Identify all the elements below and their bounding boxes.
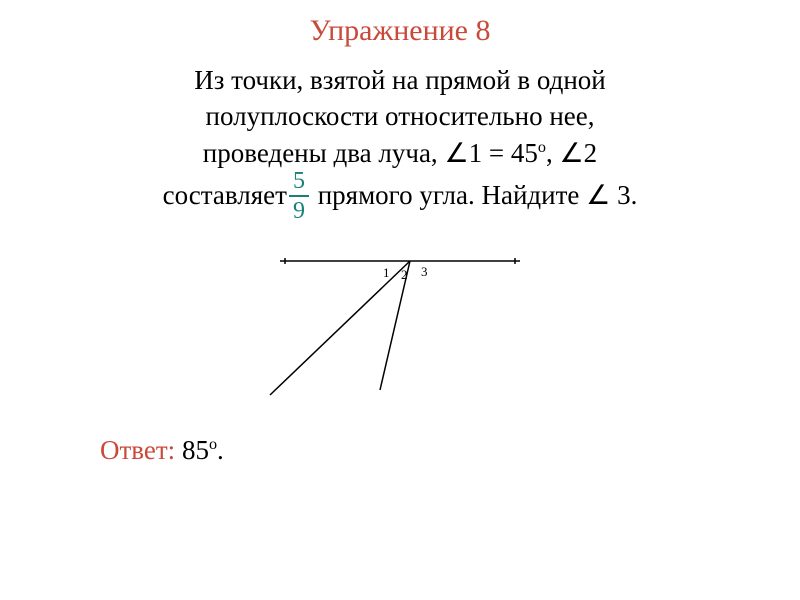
angle1: ∠1 = 45 [444, 138, 537, 168]
problem-line3a: проведены два луча, [203, 138, 445, 168]
slide-container: Упражнение 8 Из точки, взятой на прямой … [0, 0, 800, 600]
fraction: 59 [289, 169, 309, 223]
diagram-label-3: 3 [421, 264, 428, 279]
angle3: ∠ 3. [586, 181, 637, 211]
degree1: о [538, 138, 546, 156]
answer-degree: о [209, 435, 217, 453]
ray1 [270, 261, 410, 395]
problem-line1: Из точки, взятой на прямой в одной [194, 65, 605, 95]
answer-block: Ответ: 85о. [30, 435, 770, 466]
problem-line4b: прямого угла. Найдите [311, 181, 579, 211]
geometry-diagram: 1 2 3 [250, 235, 550, 405]
diagram-label-1: 1 [383, 265, 390, 280]
problem-line3b: , [546, 138, 560, 168]
problem-line4a: составляет [163, 181, 287, 211]
answer-value: 85 [175, 435, 209, 465]
fraction-denominator: 9 [289, 197, 309, 223]
problem-statement: Из точки, взятой на прямой в одной полуп… [30, 62, 770, 225]
diagram-label-2: 2 [401, 267, 408, 282]
angle2: ∠2 [559, 138, 597, 168]
exercise-title: Упражнение 8 [30, 14, 770, 48]
problem-line2: полуплоскости относительно нее, [206, 101, 595, 131]
answer-suffix: . [217, 435, 224, 465]
answer-label: Ответ: [100, 435, 175, 465]
fraction-numerator: 5 [289, 169, 309, 197]
